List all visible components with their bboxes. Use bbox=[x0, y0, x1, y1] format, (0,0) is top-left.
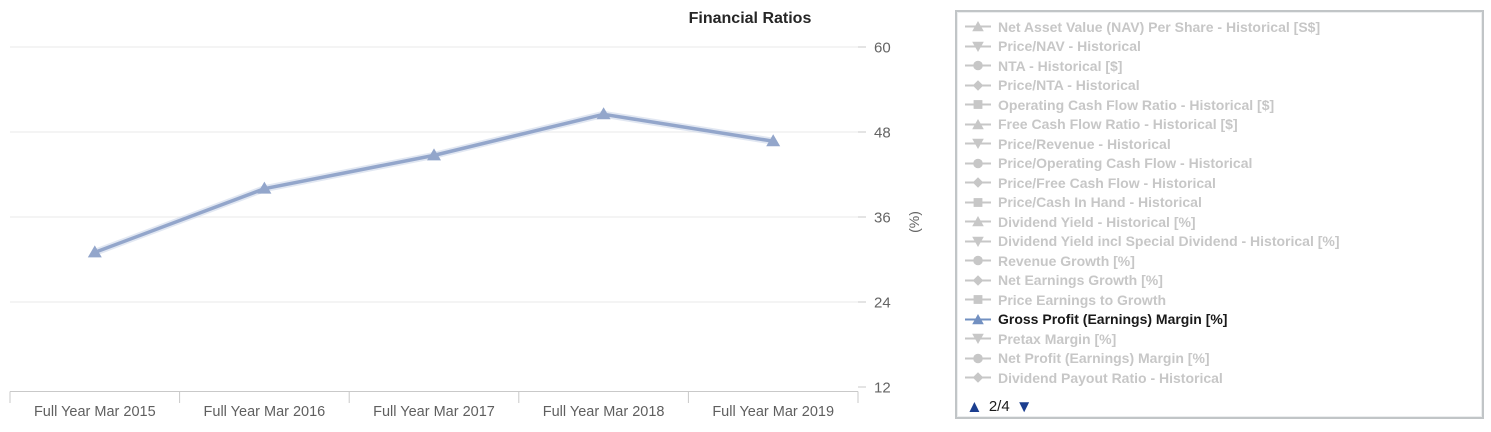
legend-item-label: Dividend Yield incl Special Dividend - H… bbox=[998, 233, 1340, 250]
legend-marker-square-icon bbox=[965, 100, 991, 110]
series-markers bbox=[87, 107, 781, 258]
legend-item-label: Price Earnings to Growth bbox=[998, 291, 1167, 308]
svg-text:24: 24 bbox=[874, 295, 891, 312]
svg-text:Full Year Mar 2017: Full Year Mar 2017 bbox=[373, 404, 495, 420]
legend-marker-circle-icon bbox=[965, 60, 991, 71]
legend-marker-circle-icon bbox=[965, 353, 991, 364]
legend-item-label: Dividend Yield - Historical [%] bbox=[998, 213, 1196, 230]
legend-item[interactable]: Net Asset Value (NAV) Per Share - Histor… bbox=[965, 17, 1476, 37]
legend-item-label: Price/Free Cash Flow - Historical bbox=[998, 174, 1216, 191]
legend-item[interactable]: Dividend Yield - Historical [%] bbox=[965, 212, 1476, 232]
legend-item-label: Price/Revenue - Historical bbox=[998, 135, 1171, 152]
financial-ratios-chart: 12 24 36 48 60 Full Year Mar 2015 Full Year Ma… bbox=[9, 10, 922, 420]
legend-item[interactable]: Price/NTA - Historical bbox=[965, 76, 1476, 96]
legend-marker-circle-icon bbox=[965, 158, 991, 169]
legend-item[interactable]: Gross Profit (Earnings) Margin [%] bbox=[965, 310, 1476, 330]
legend-item[interactable]: Price/NAV - Historical bbox=[965, 37, 1476, 57]
y-gridlines bbox=[10, 46, 858, 303]
legend-item-label: Net Profit (Earnings) Margin [%] bbox=[998, 350, 1210, 367]
x-axis bbox=[9, 391, 859, 403]
legend-page-indicator: 2/4 bbox=[988, 397, 1010, 415]
x-tick-labels: Full Year Mar 2015 Full Year Mar 2016 Full… bbox=[34, 404, 834, 420]
legend-panel: Net Asset Value (NAV) Per Share - Histor… bbox=[955, 10, 1484, 419]
legend-marker-triangle-down-icon bbox=[965, 236, 991, 247]
svg-text:Full Year Mar 2015: Full Year Mar 2015 bbox=[34, 404, 156, 420]
legend-item[interactable]: Price/Free Cash Flow - Historical bbox=[965, 173, 1476, 193]
legend-item[interactable]: Price Earnings to Growth bbox=[965, 290, 1476, 310]
legend-marker-diamond-icon bbox=[965, 372, 991, 384]
legend-marker-triangle-up-icon bbox=[965, 216, 991, 227]
legend-item-label: Net Earnings Growth [%] bbox=[998, 272, 1163, 289]
legend-marker-diamond-icon bbox=[965, 177, 991, 189]
legend-marker-square-icon bbox=[965, 295, 991, 305]
legend-item[interactable]: Net Earnings Growth [%] bbox=[965, 271, 1476, 291]
legend-marker-triangle-down-icon bbox=[965, 334, 991, 345]
legend-item-label: Price/Cash In Hand - Historical bbox=[998, 194, 1202, 211]
svg-text:Full Year Mar 2016: Full Year Mar 2016 bbox=[204, 404, 326, 420]
y-tick-labels: 12 24 36 48 60 bbox=[874, 40, 891, 397]
legend-marker-diamond-icon bbox=[965, 79, 991, 91]
legend-item[interactable]: Operating Cash Flow Ratio - Historical [… bbox=[965, 95, 1476, 115]
legend-item[interactable]: Revenue Growth [%] bbox=[965, 251, 1476, 271]
legend-item[interactable]: Net Profit (Earnings) Margin [%] bbox=[965, 349, 1476, 369]
legend-item-label: Operating Cash Flow Ratio - Historical [… bbox=[998, 96, 1275, 113]
legend-item-label: Revenue Growth [%] bbox=[998, 252, 1135, 269]
y-axis-unit-label: (%) bbox=[906, 211, 922, 233]
legend-page-down-icon[interactable]: ▼ bbox=[1015, 396, 1033, 416]
legend-item[interactable]: NTA - Historical [$] bbox=[965, 56, 1476, 76]
legend-item-label: Dividend Payout Ratio - Historical bbox=[998, 369, 1223, 386]
legend-list: Net Asset Value (NAV) Per Share - Histor… bbox=[957, 12, 1482, 388]
legend-item-label: Net Asset Value (NAV) Per Share - Histor… bbox=[998, 18, 1321, 35]
legend-marker-triangle-up-icon bbox=[965, 118, 991, 129]
legend-marker-triangle-down-icon bbox=[965, 41, 991, 52]
legend-item-label: NTA - Historical [$] bbox=[998, 57, 1123, 74]
legend-item[interactable]: Dividend Yield incl Special Dividend - H… bbox=[965, 232, 1476, 252]
svg-text:Full Year Mar 2018: Full Year Mar 2018 bbox=[543, 404, 665, 420]
legend-page-up-icon[interactable]: ▲ bbox=[966, 396, 983, 416]
svg-text:12: 12 bbox=[874, 380, 891, 397]
legend-marker-circle-icon bbox=[965, 255, 991, 266]
legend-marker-diamond-icon bbox=[965, 274, 991, 286]
legend-item[interactable]: Pretax Margin [%] bbox=[965, 329, 1476, 349]
legend-item-label: Price/Operating Cash Flow - Historical bbox=[998, 155, 1253, 172]
series-line bbox=[93, 110, 774, 256]
legend-item-label: Free Cash Flow Ratio - Historical [$] bbox=[998, 116, 1238, 133]
svg-text:Full Year Mar 2019: Full Year Mar 2019 bbox=[712, 404, 834, 420]
legend-item-label: Price/NTA - Historical bbox=[998, 77, 1140, 94]
legend-item[interactable]: Price/Operating Cash Flow - Historical bbox=[965, 154, 1476, 174]
svg-text:48: 48 bbox=[874, 125, 891, 142]
legend-item-label: Price/NAV - Historical bbox=[998, 38, 1141, 55]
legend-marker-triangle-down-icon bbox=[965, 139, 991, 150]
legend-marker-triangle-up-icon bbox=[965, 21, 991, 32]
svg-text:36: 36 bbox=[874, 210, 891, 227]
legend-pager: ▲ 2/4 ▼ bbox=[957, 388, 1482, 418]
svg-text:60: 60 bbox=[874, 40, 891, 57]
y-ticks bbox=[858, 46, 866, 388]
chart-title: Financial Ratios bbox=[688, 10, 812, 27]
legend-item-label: Gross Profit (Earnings) Margin [%] bbox=[998, 311, 1228, 328]
legend-item[interactable]: Free Cash Flow Ratio - Historical [$] bbox=[965, 115, 1476, 135]
legend-item-label: Pretax Margin [%] bbox=[998, 330, 1117, 347]
legend-marker-triangle-up-icon bbox=[965, 313, 991, 324]
legend-item[interactable]: Price/Revenue - Historical bbox=[965, 134, 1476, 154]
legend-item[interactable]: Price/Cash In Hand - Historical bbox=[965, 193, 1476, 213]
legend-item[interactable]: Dividend Payout Ratio - Historical bbox=[965, 368, 1476, 388]
legend-marker-square-icon bbox=[965, 197, 991, 207]
